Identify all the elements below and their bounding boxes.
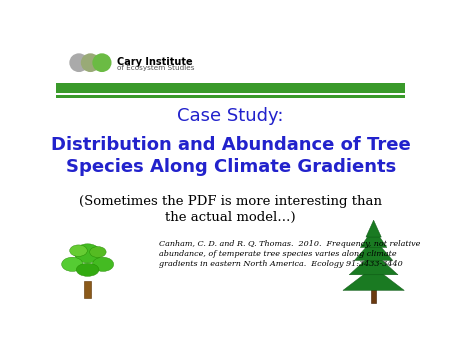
Polygon shape <box>366 220 381 237</box>
Polygon shape <box>360 228 387 247</box>
Ellipse shape <box>81 53 100 72</box>
Bar <box>56 93 405 95</box>
Polygon shape <box>343 267 404 290</box>
Bar <box>371 289 376 304</box>
Ellipse shape <box>74 244 101 263</box>
Text: (Sometimes the PDF is more interesting than
the actual model…): (Sometimes the PDF is more interesting t… <box>79 195 382 224</box>
Bar <box>84 281 91 298</box>
Ellipse shape <box>76 263 99 276</box>
Ellipse shape <box>92 257 114 271</box>
Ellipse shape <box>70 245 87 257</box>
Ellipse shape <box>62 257 83 271</box>
Polygon shape <box>349 253 398 275</box>
Text: Cary Institute: Cary Institute <box>117 57 193 68</box>
Text: Canham, C. D. and R. Q. Thomas.  2010.  Frequency, not relative
abundance, of te: Canham, C. D. and R. Q. Thomas. 2010. Fr… <box>159 240 420 268</box>
Ellipse shape <box>92 53 112 72</box>
Text: Distribution and Abundance of Tree
Species Along Climate Gradients: Distribution and Abundance of Tree Speci… <box>51 136 410 176</box>
Bar <box>56 95 405 98</box>
Ellipse shape <box>90 246 106 258</box>
Ellipse shape <box>69 53 89 72</box>
Text: Case Study:: Case Study: <box>177 107 284 125</box>
Bar <box>56 83 405 93</box>
Text: of Ecosystem Studies: of Ecosystem Studies <box>117 65 195 71</box>
Polygon shape <box>355 238 393 261</box>
